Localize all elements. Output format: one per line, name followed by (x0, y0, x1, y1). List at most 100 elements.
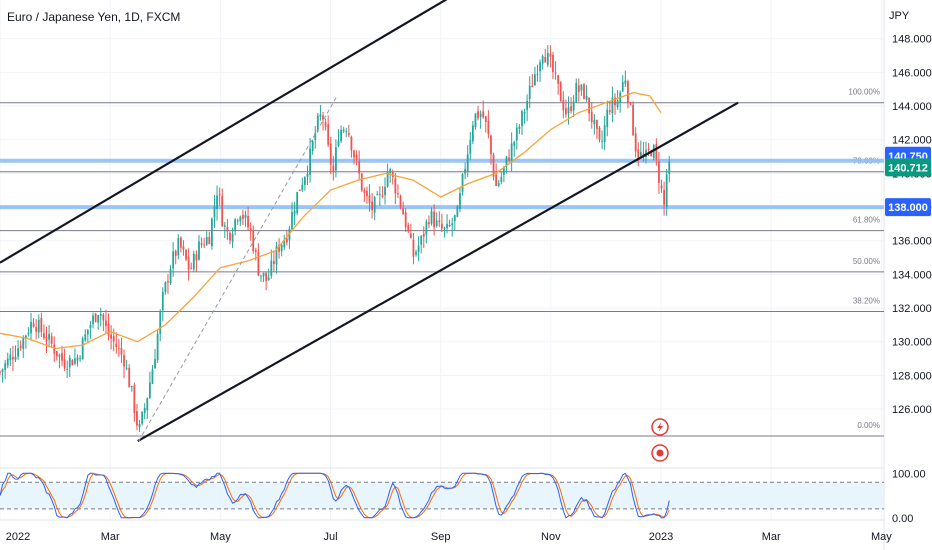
candle-body (603, 125, 606, 143)
candle-body (273, 261, 275, 264)
candle-body (637, 149, 640, 158)
candle (164, 281, 167, 295)
candle-body (161, 291, 164, 310)
candle (484, 115, 487, 133)
candle (66, 360, 69, 378)
candle-body (17, 348, 19, 357)
candle-body (138, 424, 141, 428)
y-tick-label-1: 146.000 (892, 67, 932, 79)
candle (335, 139, 337, 178)
candle (319, 104, 322, 121)
candle (74, 348, 76, 366)
candle-body (190, 267, 193, 269)
candle-body (332, 165, 335, 172)
candle (278, 238, 280, 259)
candle-body (394, 178, 397, 194)
record-icon[interactable] (651, 444, 669, 462)
lightning-icon[interactable] (651, 418, 669, 436)
candle-body (456, 206, 459, 217)
y-tick-label-8: 132.000 (892, 303, 932, 315)
y-tick-label-7: 134.000 (892, 269, 932, 281)
moving-average-line (0, 91, 662, 350)
candle-body (484, 116, 487, 123)
candle-body (430, 210, 433, 224)
osc-y-tick-label-0: 100.00 (892, 468, 926, 480)
candle-body (50, 336, 53, 344)
candle-body (275, 246, 278, 265)
candle (22, 335, 25, 359)
fib-label-5: 0.00% (857, 421, 880, 430)
candle (456, 204, 459, 218)
candle-body (335, 147, 337, 171)
candle-body (319, 114, 322, 117)
candle-body (244, 214, 247, 219)
candle-body (549, 53, 552, 57)
x-tick-label-4: Sep (431, 531, 451, 543)
candle-body (515, 127, 518, 141)
candle-body (296, 192, 299, 214)
candle (639, 140, 642, 159)
candle (668, 155, 671, 183)
candle-body (9, 354, 12, 361)
candle-body (141, 411, 144, 424)
candle (660, 179, 663, 193)
candle (9, 348, 12, 367)
candle (412, 232, 415, 265)
candle-body (285, 238, 288, 243)
candle-body (342, 129, 345, 132)
candle (192, 250, 195, 273)
candle (404, 208, 407, 232)
candle-body (601, 140, 603, 142)
candle (353, 149, 355, 165)
candle-body (528, 85, 531, 99)
candle-body (32, 323, 35, 327)
candle (376, 190, 379, 196)
candle-body (216, 195, 218, 209)
candle-body (368, 194, 371, 204)
y-tick-label-6: 136.000 (892, 236, 932, 248)
candle (236, 218, 239, 225)
candle-body (634, 133, 637, 152)
candle-body (6, 358, 9, 366)
candle-body (200, 243, 203, 245)
candle (115, 332, 118, 354)
candle-body (304, 177, 306, 185)
candle-body (306, 173, 309, 177)
candle (526, 94, 529, 122)
candle-body (37, 319, 40, 333)
candle (177, 234, 180, 260)
candle (614, 93, 616, 115)
horizontal-levels (0, 158, 884, 210)
candle-body (221, 195, 224, 227)
candle (71, 359, 74, 366)
candle (53, 336, 56, 363)
candle (159, 309, 162, 342)
candle (616, 90, 619, 110)
candle (608, 100, 611, 115)
candle (521, 109, 523, 136)
x-tick-label-1: Mar (101, 531, 120, 543)
candle-body (112, 336, 115, 342)
candle-body (262, 272, 265, 277)
candle-body (668, 161, 671, 174)
candle (190, 262, 193, 270)
candle-body (345, 131, 348, 133)
candle-body (523, 111, 526, 114)
candle-body (366, 190, 368, 197)
candle (198, 235, 200, 261)
x-tick-label-5: Nov (541, 531, 561, 543)
candle-body (505, 156, 508, 167)
candle (428, 215, 430, 229)
candle-body (210, 218, 213, 247)
candle (433, 204, 436, 236)
osc-y-tick-label-1: 0.00 (892, 513, 913, 525)
candle-body (0, 371, 1, 373)
candle (172, 242, 175, 277)
candle-body (195, 254, 198, 261)
candle (48, 325, 50, 348)
candle-body (61, 352, 63, 361)
candle-body (608, 110, 611, 112)
candle (285, 231, 288, 246)
candle-body (94, 313, 97, 322)
